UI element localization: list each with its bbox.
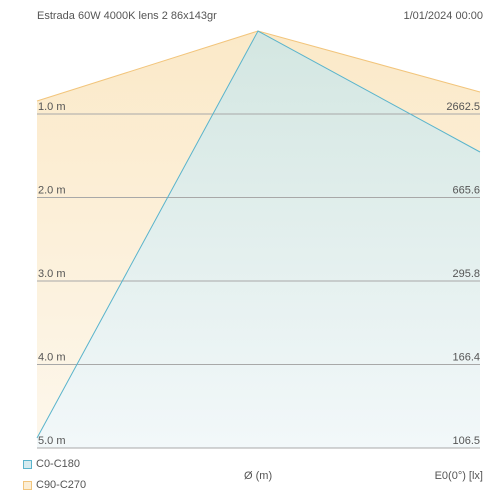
- y-axis-label: E0(0°) [lx]: [434, 470, 483, 482]
- chart-title: Estrada 60W 4000K lens 2 86x143gr: [37, 10, 217, 22]
- area-c0-c180: [37, 31, 480, 448]
- legend-label-c90-c270: C90-C270: [36, 479, 87, 491]
- distance-label-4: 4.0 m: [38, 352, 66, 364]
- legend-item-c90-c270: C90-C270: [23, 479, 86, 491]
- illuminance-label-3: 295.8: [452, 268, 480, 280]
- illuminance-label-1: 2662.5: [446, 101, 480, 113]
- legend-item-c0-c180: C0-C180: [23, 458, 80, 470]
- x-axis-label: Ø (m): [244, 470, 273, 482]
- chart-timestamp: 1/01/2024 00:00: [403, 10, 483, 22]
- illuminance-label-4: 166.4: [452, 352, 480, 364]
- illuminance-label-2: 665.6: [452, 185, 480, 197]
- legend-swatch-c90-c270: [23, 480, 32, 490]
- distance-label-2: 2.0 m: [38, 185, 66, 197]
- illuminance-label-5: 106.5: [452, 435, 480, 447]
- distance-label-3: 3.0 m: [38, 268, 66, 280]
- legend-swatch-c0-c180: [23, 459, 32, 469]
- line-c0-c180: [36, 30, 481, 439]
- distance-label-5: 5.0 m: [38, 435, 66, 447]
- distance-label-1: 1.0 m: [38, 101, 66, 113]
- legend-label-c0-c180: C0-C180: [36, 458, 81, 470]
